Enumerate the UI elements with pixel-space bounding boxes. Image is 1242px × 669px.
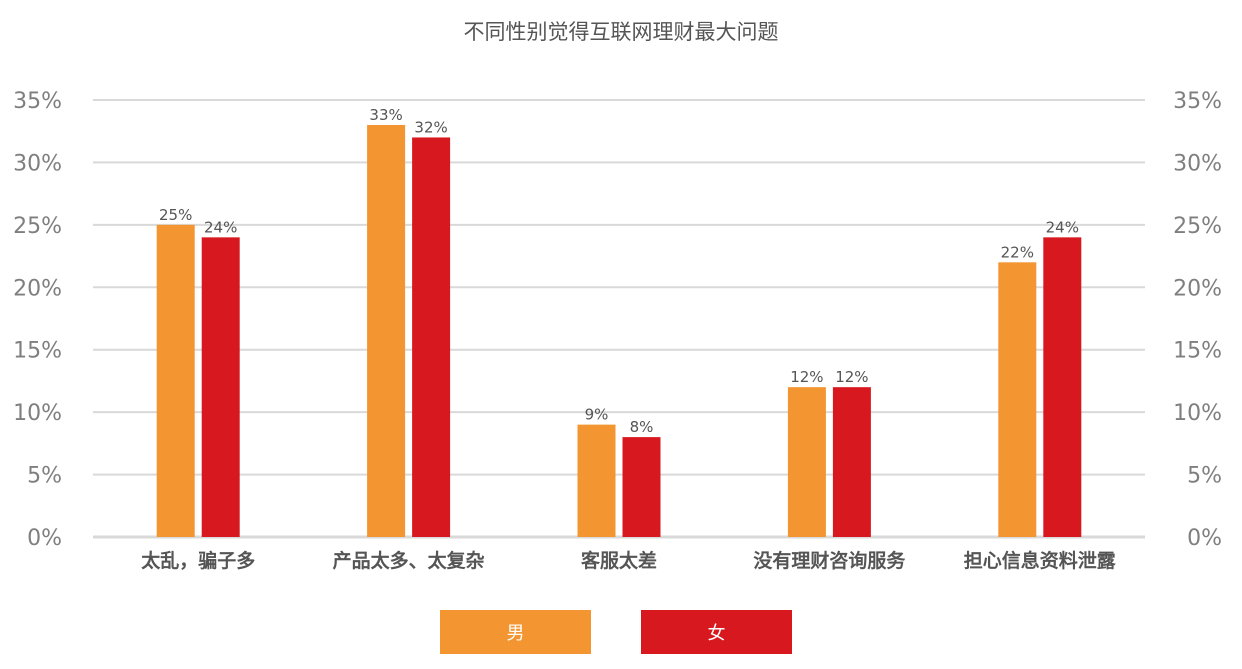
data-label: 24% <box>204 218 237 236</box>
y-tick-label-right: 10% <box>1173 401 1222 426</box>
y-tick-label-right: 25% <box>1173 214 1222 239</box>
y-tick-label-right: 5% <box>1187 464 1222 489</box>
x-tick-label: 没有理财咨询服务 <box>753 549 906 572</box>
data-labels: 25% 24% 33% 32% 9% 8% 12% 12% 22% 24% <box>159 106 1079 436</box>
y-tick-label-left: 25% <box>13 214 62 239</box>
y-tick-label-right: 15% <box>1173 339 1222 364</box>
y-tick-label-left: 30% <box>13 151 62 176</box>
data-label: 24% <box>1046 218 1079 236</box>
y-axis-left: 0% 5% 10% 15% 20% 25% 30% 35% <box>13 89 62 551</box>
legend-item-male: 男 <box>440 610 591 654</box>
data-label: 33% <box>369 106 402 124</box>
bar-male <box>787 387 826 537</box>
data-label: 12% <box>790 368 823 386</box>
x-axis: 太乱，骗子多 产品太多、太复杂 客服太差 没有理财咨询服务 担心信息资料泄露 <box>141 549 1117 572</box>
data-label: 22% <box>1001 243 1034 261</box>
y-tick-label-left: 15% <box>13 339 62 364</box>
bar-female <box>412 137 451 537</box>
bar-male <box>998 262 1037 537</box>
data-label: 25% <box>159 206 192 224</box>
data-label: 12% <box>835 368 868 386</box>
legend-item-female: 女 <box>641 610 792 654</box>
x-tick-label: 客服太差 <box>581 549 657 572</box>
data-label: 9% <box>585 406 609 424</box>
y-tick-label-left: 35% <box>13 89 62 114</box>
chart-title: 不同性别觉得互联网理财最大问题 <box>463 20 779 44</box>
gridlines <box>93 99 1145 539</box>
data-label: 8% <box>630 418 654 436</box>
y-tick-label-right: 0% <box>1187 526 1222 551</box>
bar-male <box>367 124 406 537</box>
y-axis-right: 0% 5% 10% 15% 20% 25% 30% 35% <box>1173 89 1222 551</box>
bar-male <box>577 424 616 537</box>
bar-female <box>622 437 661 537</box>
x-tick-label: 太乱，骗子多 <box>141 549 255 572</box>
y-tick-label-left: 0% <box>27 526 62 551</box>
data-label: 32% <box>414 118 447 136</box>
bar-male <box>156 224 195 537</box>
y-tick-label-right: 30% <box>1173 151 1222 176</box>
y-tick-label-left: 10% <box>13 401 62 426</box>
bar-female <box>1043 237 1082 538</box>
bars <box>156 124 1082 538</box>
y-tick-label-left: 20% <box>13 276 62 301</box>
y-tick-label-right: 20% <box>1173 276 1222 301</box>
y-tick-label-right: 35% <box>1173 89 1222 114</box>
bar-female <box>832 387 871 537</box>
x-tick-label: 担心信息资料泄露 <box>964 549 1117 572</box>
bar-female <box>201 237 240 538</box>
y-tick-label-left: 5% <box>27 464 62 489</box>
x-tick-label: 产品太多、太复杂 <box>333 549 485 572</box>
